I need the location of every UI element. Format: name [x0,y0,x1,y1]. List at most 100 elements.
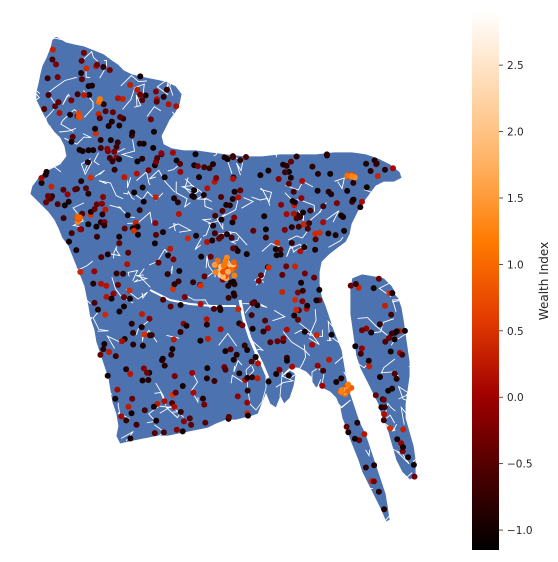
district-border [89,383,113,394]
survey-point [114,271,120,277]
survey-point [291,189,297,195]
survey-point [205,336,211,342]
survey-point [184,323,190,329]
colorbar-gradient [472,12,499,550]
district-border [144,451,152,461]
survey-point [371,478,377,484]
survey-point [274,240,280,246]
survey-point [333,232,339,238]
survey-point [130,330,136,336]
district-border [222,68,233,80]
survey-point [137,73,143,79]
colorbar-ticks: −1.0−0.50.00.51.01.52.02.5 [499,60,533,537]
district-border [273,101,280,112]
survey-point [98,281,104,287]
survey-point [162,363,168,369]
survey-point [283,263,289,269]
district-border [40,491,53,502]
survey-point [95,307,101,313]
survey-point [261,213,267,219]
survey-point [85,221,91,227]
survey-point [72,186,78,192]
survey-point [115,282,121,288]
survey-point [298,280,304,286]
colorbar-tick-label: 2.0 [507,127,524,139]
survey-point [412,474,418,480]
district-border [265,507,275,524]
district-border [122,471,134,490]
survey-point [212,230,218,236]
district-border [184,67,192,83]
survey-point [130,342,136,348]
survey-point [97,115,103,121]
district-border [249,36,269,54]
survey-point [127,296,133,302]
survey-point [193,233,199,239]
district-border [41,332,51,343]
survey-point [141,141,147,147]
district-border [348,494,354,499]
survey-point [312,247,318,253]
survey-point [286,181,292,187]
district-border [56,330,81,344]
survey-point [351,197,357,203]
survey-point [102,312,108,318]
survey-point [189,370,195,376]
colorbar-tick-label: 2.5 [507,60,524,72]
survey-point [94,62,100,68]
survey-point [352,343,358,349]
survey-point [388,349,394,355]
survey-point [305,226,311,232]
survey-point [327,171,333,177]
survey-point [91,268,97,274]
survey-point [223,367,229,373]
survey-point [315,363,321,369]
survey-point [245,388,251,394]
survey-point [114,387,120,393]
survey-point [152,430,158,436]
survey-point [178,329,184,335]
survey-point [255,375,261,381]
survey-point [212,262,218,268]
survey-point [112,396,118,402]
survey-point [150,145,156,151]
survey-point [399,352,405,358]
survey-point [176,268,182,274]
district-border [403,92,413,104]
survey-point [381,411,387,417]
survey-point [293,307,299,313]
survey-point [364,184,370,190]
survey-point [311,275,317,281]
survey-point [289,240,295,246]
survey-point [333,379,339,385]
survey-point [218,326,224,332]
survey-point [123,366,129,372]
colorbar-tick-label: 1.0 [507,259,524,271]
survey-point [153,418,159,424]
survey-point [171,337,177,343]
survey-point [345,429,351,435]
survey-point [166,101,172,107]
survey-point [118,413,124,419]
survey-point [376,276,382,282]
district-border [312,47,331,57]
survey-point [249,312,255,318]
district-border [47,315,68,327]
survey-point [145,377,151,383]
survey-point [165,252,171,258]
survey-point [168,352,174,358]
survey-point [81,50,87,56]
survey-point [187,415,193,421]
survey-point [382,303,388,309]
survey-point [276,367,282,373]
survey-point [320,368,326,374]
survey-point [228,346,234,352]
survey-point [134,422,140,428]
survey-point [122,226,128,232]
survey-point [170,150,176,156]
survey-point [250,228,256,234]
survey-point [345,388,351,394]
survey-point [359,199,365,205]
survey-point [100,346,106,352]
survey-point [200,396,206,402]
